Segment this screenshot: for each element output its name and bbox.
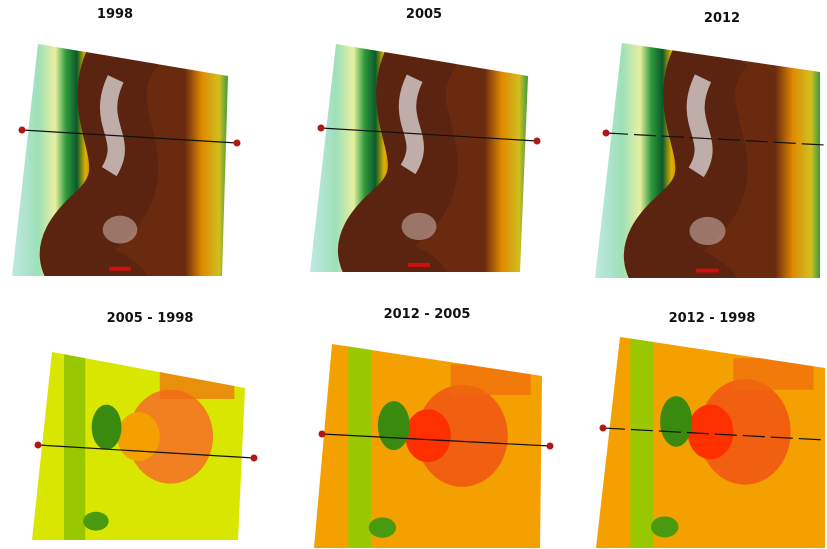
profile-end [35,442,42,449]
peak [402,213,437,240]
peak [690,217,726,245]
profile-end [319,431,326,438]
profile-end [603,130,610,137]
profile-end [534,138,541,145]
change-band [733,358,813,390]
map-panel [12,44,228,299]
profile-end [547,443,554,450]
map-panel [314,344,542,548]
ridge-edge [408,263,430,267]
change-band [451,364,531,395]
change-band [348,344,371,548]
gain-zone [92,405,122,450]
peak [407,78,415,169]
panel-title: 2012 - 1998 [669,311,756,326]
profile-end [600,425,607,432]
loss-zone [405,409,451,462]
peak [696,78,704,172]
change-band [160,371,235,399]
map-panel [596,337,825,548]
panel-title: 2005 - 1998 [107,311,194,326]
gain-zone [83,512,109,531]
figure: 1998 2005 2012 2005 - 1998 2012 - 2005 2012 -… [0,0,827,549]
loss-zone [688,405,734,460]
peak [109,79,117,172]
profile-end [234,140,241,147]
change-band [64,352,85,540]
map-panel [310,44,528,295]
panel-title: 2012 - 2005 [384,307,471,322]
profile-end [19,127,26,134]
gain-zone [369,517,396,537]
map-panel [595,43,820,302]
peak [103,216,138,244]
panel-title: 2012 [704,11,740,26]
ridge-edge [696,269,719,273]
gain-zone [651,516,678,537]
profile-end [318,125,325,132]
panel-title: 1998 [97,7,133,22]
gain-zone [660,396,692,447]
loss-zone [117,412,160,461]
panel-title: 2005 [406,7,442,22]
change-band [630,337,653,548]
ridge-edge [109,267,131,271]
profile-end [251,455,258,462]
gain-zone [378,401,410,450]
